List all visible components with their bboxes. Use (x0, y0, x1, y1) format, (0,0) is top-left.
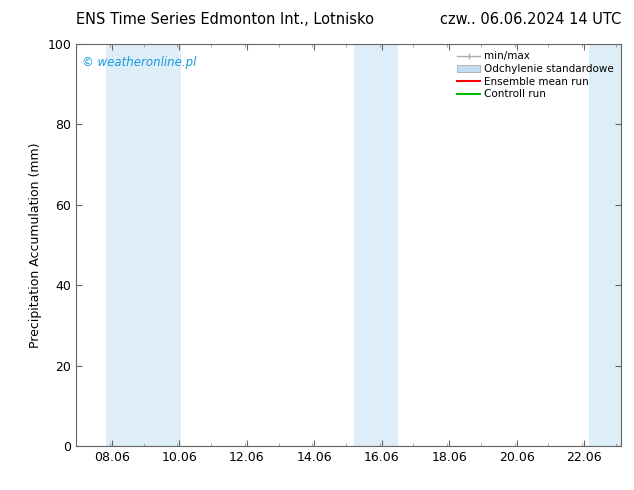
Bar (107, 44, 181, 446)
Legend: min/max, Odchylenie standardowe, Ensemble mean run, Controll run: min/max, Odchylenie standardowe, Ensembl… (455, 49, 616, 101)
Bar (589, 44, 621, 446)
Bar (354, 44, 398, 446)
Text: ENS Time Series Edmonton Int., Lotnisko: ENS Time Series Edmonton Int., Lotnisko (76, 12, 374, 27)
Y-axis label: Precipitation Accumulation (mm): Precipitation Accumulation (mm) (29, 142, 42, 348)
Text: © weatheronline.pl: © weatheronline.pl (82, 56, 196, 69)
Text: czw.. 06.06.2024 14 UTC: czw.. 06.06.2024 14 UTC (440, 12, 621, 27)
